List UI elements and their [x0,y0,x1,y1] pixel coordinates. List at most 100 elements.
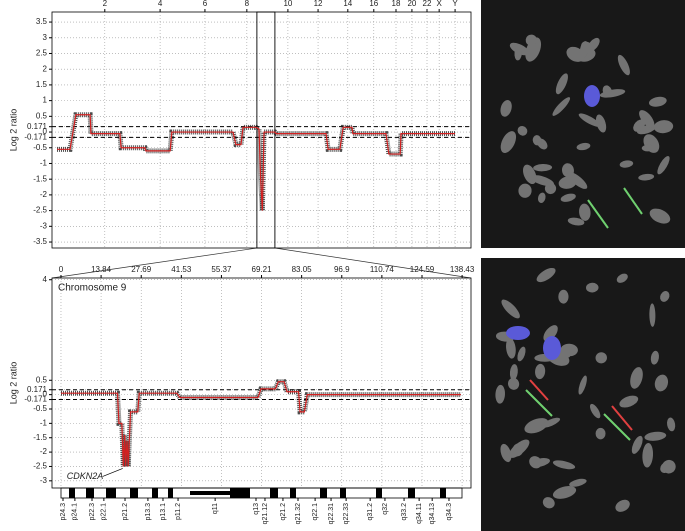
chromosome-blob [518,183,532,198]
y-tick-label: 4 [43,275,48,284]
chromosome-blob [589,403,601,419]
y-tick-label: 0 [43,127,48,136]
y-tick-label: -1.5 [33,433,47,442]
y-tick-label: -1.5 [33,174,47,183]
chromosome-blob [578,113,601,127]
chromosome-blob [524,418,549,434]
ideogram [60,487,463,499]
band-label: p21.2 [122,503,129,521]
x-tick-label: 6 [203,0,208,8]
chromosome-blob [578,375,587,395]
chromosome-blob [602,85,612,97]
y-tick-label: -0.5 [33,404,47,413]
band-label: q22.1 [312,503,319,521]
chromosome-blob [648,96,667,107]
chromosome-blob [533,164,553,172]
chromosome-blob [615,499,630,512]
y-tick-label: 1 [43,96,48,105]
chromosome-blob [581,41,594,52]
x-tick-label: 10 [283,0,292,8]
x-tick-label: 4 [158,0,163,8]
chromosome-blob [552,97,571,116]
y-tick-label: 2.5 [36,49,48,58]
x-tick-label: 69.21 [252,265,273,274]
y-tick-label: 0 [43,390,48,399]
band-label: q22.33 [343,503,350,525]
x-tick-label: 20 [407,0,416,8]
chromosome-blob [631,435,643,454]
chromosome-blob [567,171,588,189]
band-label: q34.13 [429,503,436,525]
x-tick-label: 16 [369,0,378,8]
y-axis-label: Log 2 ratio [8,362,18,405]
annotation: CDKN2A [67,471,104,481]
y-tick-label: 2 [43,64,48,73]
chromosome-blob [560,343,578,357]
x-tick-label: 18 [392,0,401,8]
chromosome-blob [630,367,643,389]
chromosome-blob [543,325,558,342]
segment-line [60,381,461,467]
band-label: p24.1 [72,503,79,521]
y-tick-label: -0.171 [24,395,47,404]
band-label: p24.3 [60,503,67,521]
x-tick-label: 138.43 [450,265,475,274]
chromosome-blob [576,142,591,151]
x-tick-label: 0 [59,265,64,274]
y-tick-label: 3.5 [36,17,48,26]
y-tick-label: 0.171 [27,122,48,131]
x-tick-label: 55.37 [211,265,232,274]
chromosome-blob [650,350,659,365]
chromosome-blob [501,299,520,319]
probe-band [57,112,456,211]
band-label: p13.3 [145,503,152,521]
zoom-connector [51,247,258,279]
x-tick-label: 124.59 [410,265,435,274]
chromosome-blob [530,175,554,187]
chromosome-blob [542,497,555,509]
micrograph-bottom [481,258,685,531]
x-tick-label: 12 [314,0,323,8]
y-tick-label: -2 [40,447,48,456]
y-tick-label: -1 [40,159,48,168]
chromosome-blob [654,374,669,392]
chromosome-blob [506,337,516,359]
band-label: p11.2 [175,503,182,520]
chromosome-blob [639,110,655,128]
chromosome-blob [586,282,599,293]
chromosome-blob [633,119,646,132]
y-tick-label: -0.171 [24,133,47,142]
band-label: q21.2 [280,503,287,521]
chromosome-blob [532,135,542,146]
chromosome-blob [529,456,542,469]
chromosome-blob [619,395,639,408]
band-label: q33.2 [401,503,408,521]
chromosome-blob [558,176,577,189]
band-label: q31.2 [367,503,374,521]
chromosome-blob [617,54,630,76]
x-tick-label: 83.05 [292,265,313,274]
x-tick-label: 8 [245,0,250,8]
chromosome-blob [537,192,546,204]
chromosome-blob [500,100,512,117]
y-tick-label: 0.5 [36,111,48,120]
chromosome-blob [657,156,670,175]
chromosome-blob [649,303,656,327]
chromosome-blob [509,364,518,381]
chromosome-blob [662,459,676,474]
chromosome-blob [541,417,561,428]
x-tick-label: 27.69 [131,265,152,274]
chromosome-blob [667,417,676,432]
band-label: q21.32 [295,503,302,525]
band-label: p13.1 [160,503,167,521]
chromosome-blob [555,73,568,95]
band-label: p22.3 [89,503,96,521]
band-label: q32 [382,503,389,515]
chromosome-blob [644,431,667,441]
chromosome-blob [560,193,576,202]
segment-line [57,114,456,211]
chromosome-blob [660,291,670,302]
chromosome-blob [653,120,674,134]
chromosome-blob [619,160,634,168]
x-tick-label: 110.74 [370,265,394,274]
